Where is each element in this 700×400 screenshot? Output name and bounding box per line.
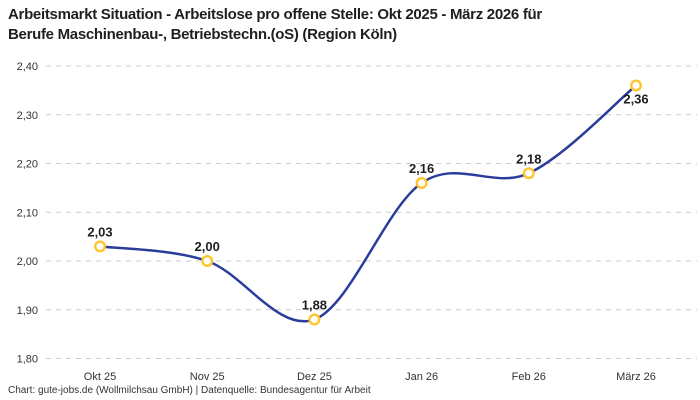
- y-tick-label: 2,00: [17, 256, 38, 268]
- y-tick-label: 2,20: [17, 159, 38, 171]
- data-point-label: 2,16: [409, 161, 434, 176]
- x-axis-label: März 26: [616, 371, 656, 383]
- trend-line: [98, 84, 638, 323]
- data-point-marker: [630, 79, 643, 92]
- data-point-marker: [308, 313, 321, 326]
- x-axis-label: Dez 25: [297, 371, 332, 383]
- x-axis-label: Nov 25: [190, 371, 225, 383]
- y-tick-label: 2,30: [17, 110, 38, 122]
- data-point-label: 1,88: [302, 298, 327, 313]
- y-tick-label: 1,90: [17, 305, 38, 317]
- chart-footer: Chart: gute-jobs.de (Wollmilchsau GmbH) …: [8, 385, 371, 396]
- data-point-marker: [415, 176, 428, 189]
- chart-title: Arbeitsmarkt Situation - Arbeitslose pro…: [8, 5, 542, 45]
- y-tick-label: 2,40: [17, 61, 38, 73]
- x-axis-label: Feb 26: [512, 371, 546, 383]
- data-point-label: 2,18: [516, 151, 541, 166]
- chart-title-line1: Arbeitsmarkt Situation - Arbeitslose pro…: [8, 6, 542, 23]
- chart-title-line2: Berufe Maschinenbau-, Betriebstechn.(oS)…: [8, 26, 397, 43]
- data-point-label: 2,00: [195, 239, 220, 254]
- data-point-marker: [93, 240, 106, 253]
- y-tick-label: 1,80: [17, 354, 38, 366]
- y-tick-label: 2,10: [17, 207, 38, 219]
- data-point-label: 2,03: [87, 224, 112, 239]
- x-axis-label: Jan 26: [405, 371, 438, 383]
- data-point-label: 2,36: [623, 92, 648, 107]
- data-point-marker: [201, 255, 214, 268]
- x-axis-label: Okt 25: [84, 371, 116, 383]
- data-point-marker: [522, 167, 535, 180]
